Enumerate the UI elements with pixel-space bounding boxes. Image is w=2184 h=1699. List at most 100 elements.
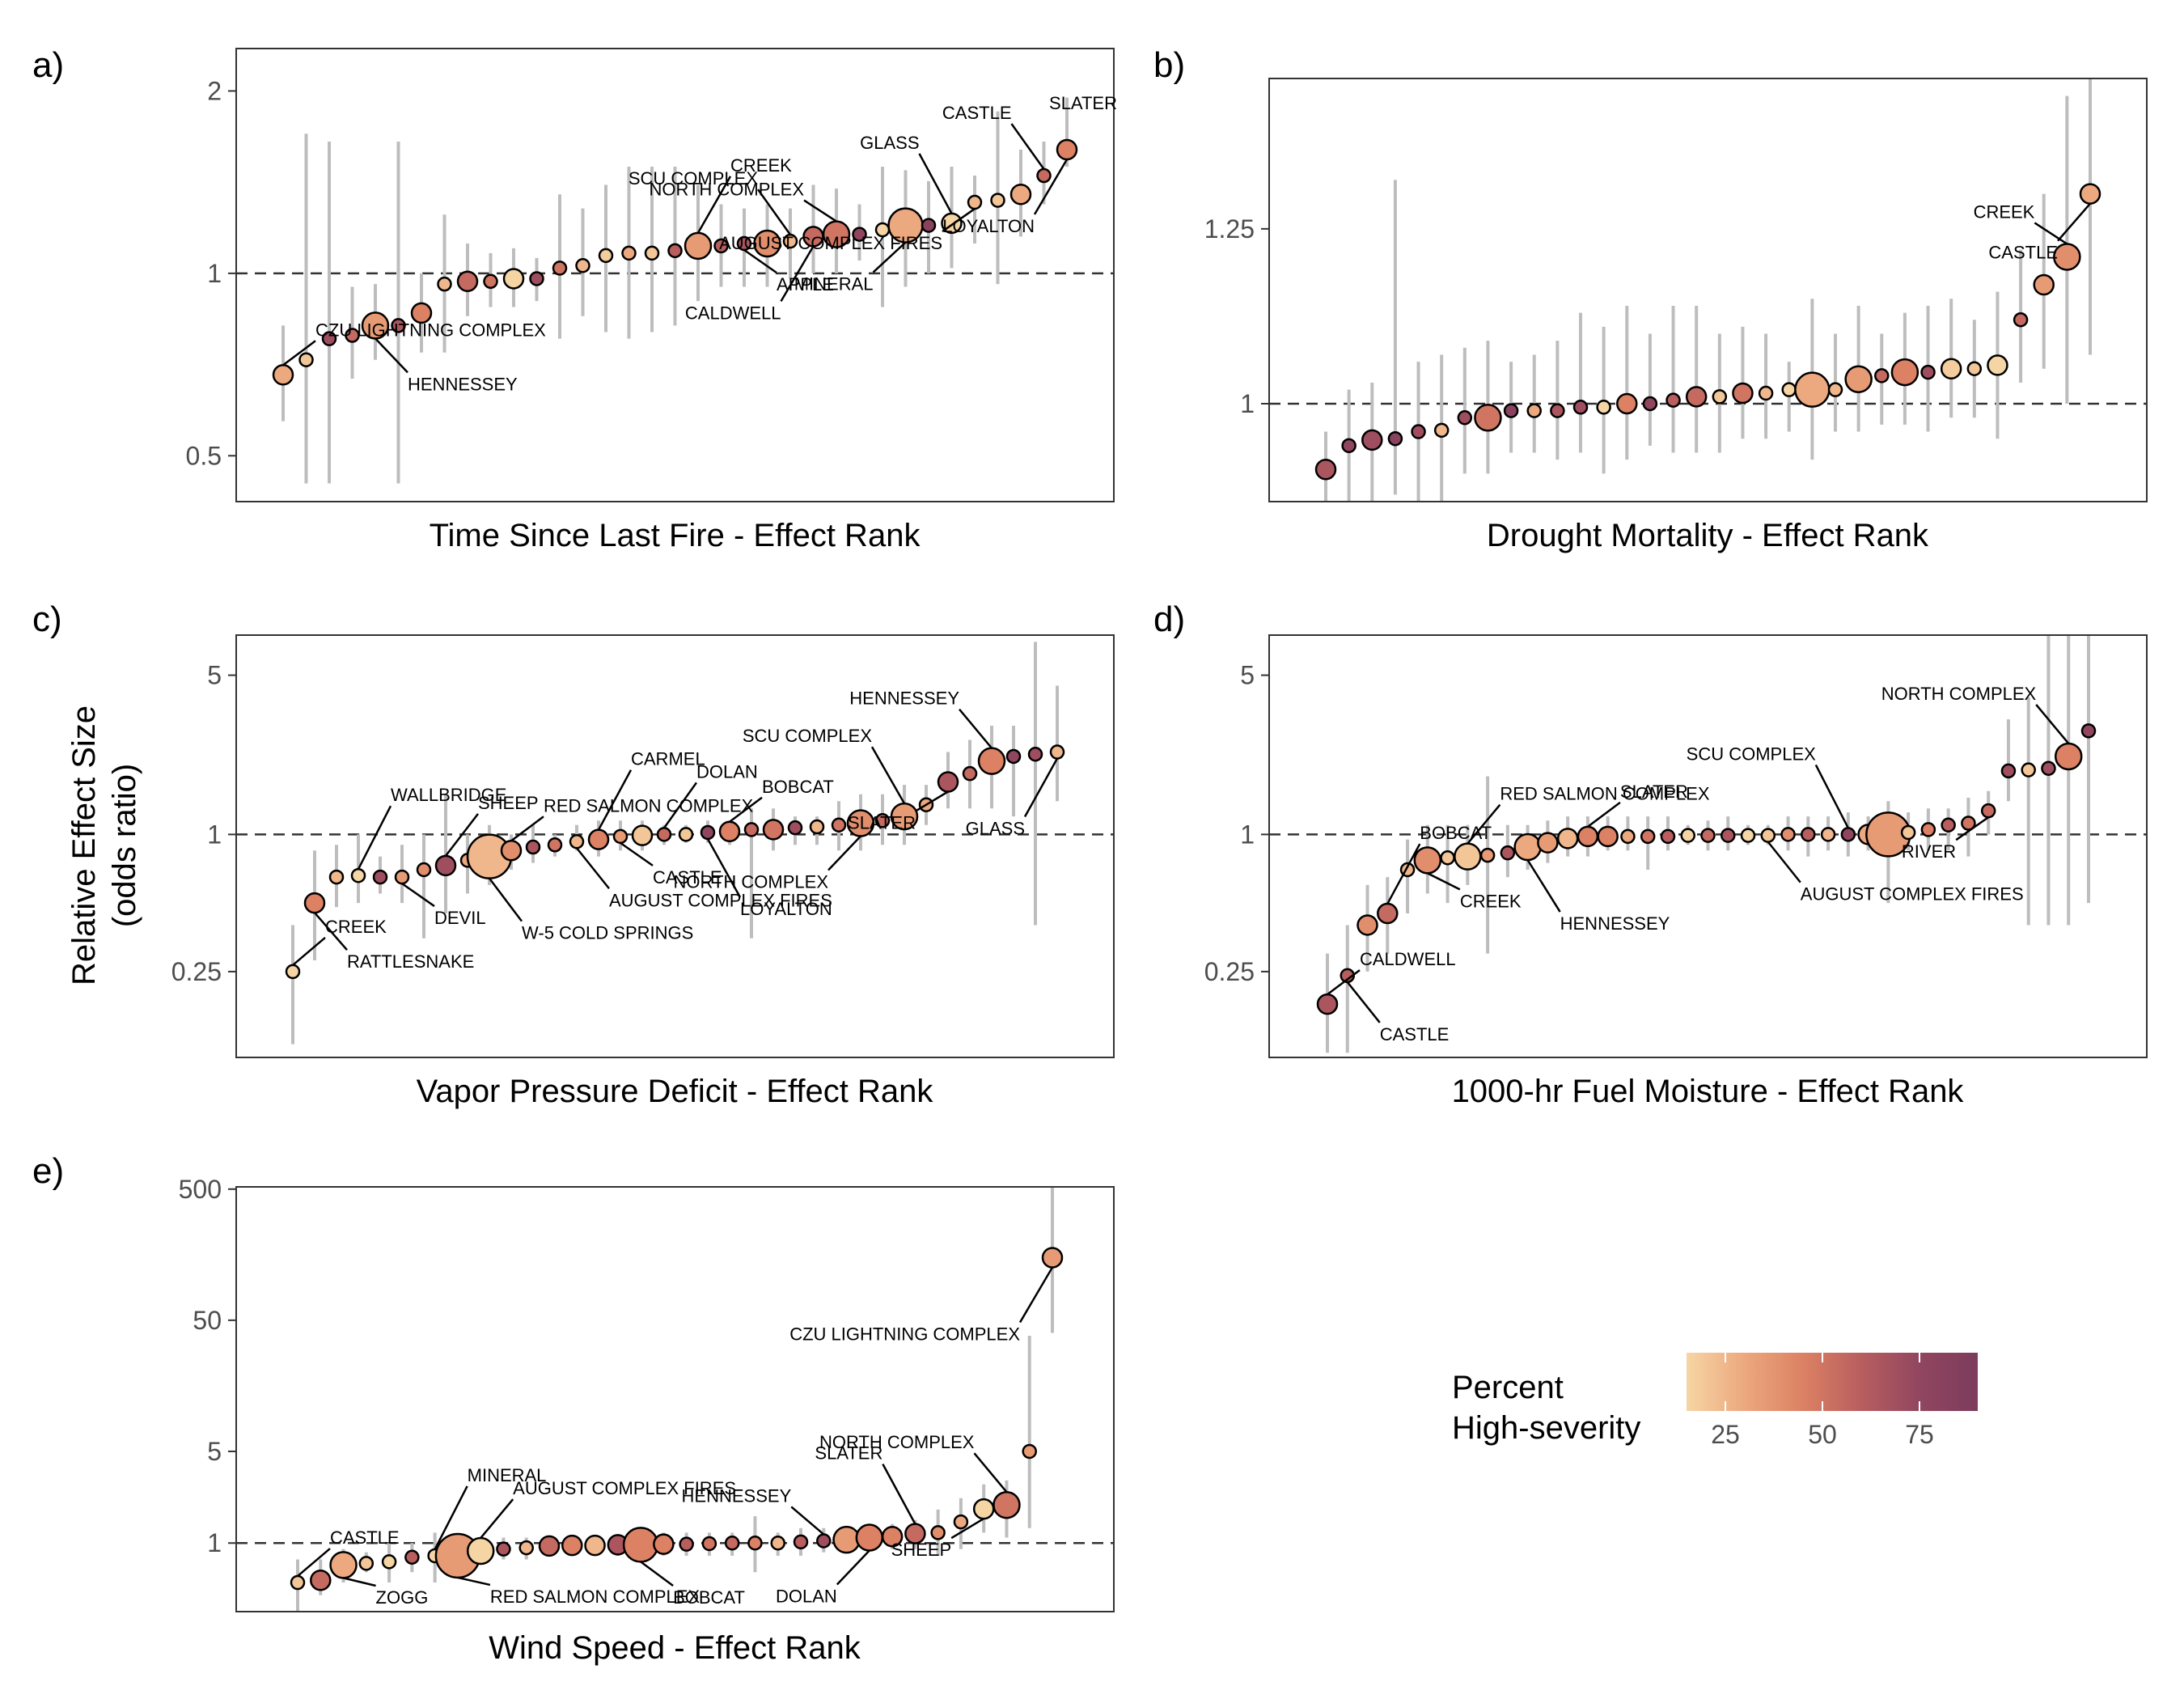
point-label: SLATER [815, 1443, 882, 1464]
data-point [1801, 827, 1816, 842]
data-point [437, 276, 452, 292]
point-label: HENNESSEY [682, 1485, 792, 1506]
data-point [285, 964, 301, 980]
data-point [1572, 400, 1589, 415]
data-point [2079, 183, 2101, 205]
label-leader-line [2034, 222, 2068, 245]
data-point [1827, 382, 1843, 397]
data-point [518, 1540, 534, 1556]
data-point [700, 824, 716, 841]
data-point [502, 268, 525, 290]
label-leader-line [489, 877, 523, 922]
data-point [2000, 763, 2017, 779]
point-label: CASTLE [330, 1527, 400, 1548]
point-label: RIVER [1902, 841, 1956, 862]
data-point [1474, 404, 1502, 432]
data-point [1680, 828, 1695, 843]
data-point [381, 1554, 397, 1570]
label-leader-line [2035, 704, 2070, 744]
point-label: SHEEP [478, 793, 539, 813]
point-label: RED SALMON COMPLEX [1500, 784, 1709, 804]
data-point [1760, 828, 1776, 843]
label-leader-line [2057, 202, 2091, 242]
data-point [1596, 400, 1611, 415]
point-label: NORTH COMPLEX [1881, 684, 2037, 704]
data-point [529, 271, 544, 286]
panel-a: a) 0.5 1 2 CZU LIGHTNING COMPLEX HENNESSEY CR… [32, 45, 1117, 553]
point-label: SCU COMPLEX [743, 726, 872, 746]
data-point [1440, 850, 1455, 866]
data-point [1940, 358, 1962, 380]
label-leader-line [870, 746, 906, 804]
label-leader-line [836, 1549, 870, 1586]
point-label: SLATER [1049, 93, 1117, 113]
label-leader-line [434, 1485, 468, 1550]
plot-area-a: 0.5 1 2 CZU LIGHTNING COMPLEX HENNESSEY CREEK… [186, 76, 1117, 484]
data-point [2041, 761, 2056, 776]
point-label: CALDWELL [685, 303, 781, 323]
data-point [1920, 822, 1936, 837]
point-label: MINERAL [468, 1465, 547, 1485]
point-label: SLATER [1620, 782, 1688, 802]
data-point [321, 331, 337, 346]
label-leader-line [401, 883, 435, 908]
legend-colorbar [1687, 1353, 1978, 1411]
y-axis-title-line-2: (odds ratio) [107, 764, 142, 927]
point-label: SLATER [848, 813, 916, 833]
point-label: GLASS [860, 133, 919, 153]
plot-frame-c [235, 634, 1115, 1058]
point-label: CARMEL [631, 749, 705, 769]
point-label: CZU LIGHTNING COMPLEX [789, 1324, 1020, 1345]
label-leader-line [1526, 859, 1561, 913]
data-point [921, 218, 937, 233]
data-point [993, 1490, 1021, 1519]
legend-tick-label: 25 [1711, 1420, 1740, 1449]
point-label: BOBCAT [762, 777, 834, 797]
point-label: LOYALTON [740, 899, 832, 919]
data-point [1712, 389, 1728, 405]
label-leader-line [457, 1576, 491, 1587]
x-axis-label-b: Drought Mortality - Effect Rank [1487, 518, 1929, 553]
point-label: CASTLE [942, 103, 1012, 123]
data-point [1377, 902, 1399, 925]
y-tick-label: 0.5 [186, 441, 222, 470]
y-tick-label: 50 [193, 1306, 222, 1335]
data-point [1794, 371, 1831, 408]
label-leader-line [1023, 757, 1059, 818]
data-point [684, 231, 713, 261]
data-point [621, 245, 637, 261]
data-point [1941, 817, 1956, 833]
data-point [753, 229, 781, 258]
data-point [787, 820, 803, 836]
data-point [809, 819, 825, 835]
point-label: CZU LIGHTNING COMPLEX [315, 320, 546, 340]
label-leader-line [1018, 1266, 1054, 1324]
data-point [1411, 424, 1426, 439]
point-label: RED SALMON COMPLEX [490, 1587, 700, 1607]
data-point [410, 302, 433, 324]
point-label: GLASS [966, 819, 1025, 839]
point-label: BOBCAT [673, 1587, 745, 1608]
label-leader-line [942, 208, 976, 233]
data-point [434, 854, 457, 877]
point-label: CREEK [1460, 891, 1522, 911]
legend-title-line-1: Percent [1452, 1370, 1564, 1405]
point-label: AUGUST COMPLEX FIRES [1801, 884, 2024, 905]
data-point [1666, 392, 1681, 408]
data-point [1820, 827, 1836, 842]
data-point [718, 820, 741, 843]
label-leader-line [314, 912, 348, 951]
legend-ticks: 25 50 75 [1711, 1353, 1934, 1449]
data-point [678, 827, 694, 842]
data-point [747, 1535, 763, 1551]
point-label: W-5 COLD SPRINGS [522, 923, 693, 943]
data-point [1732, 382, 1754, 405]
data-point [743, 822, 760, 837]
y-tick-label: 1 [207, 820, 222, 849]
data-point [831, 817, 847, 833]
data-point [1005, 748, 1022, 765]
data-point [538, 1535, 561, 1557]
data-point [329, 1551, 358, 1579]
data-point [990, 193, 1005, 208]
data-point [1556, 828, 1579, 850]
